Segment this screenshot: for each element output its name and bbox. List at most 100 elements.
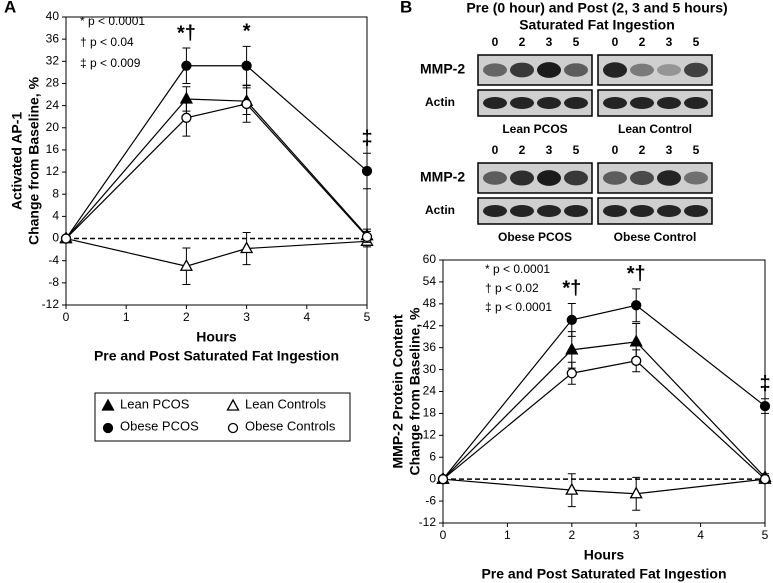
blot-band (657, 205, 681, 217)
blot-band (630, 97, 654, 109)
point (181, 60, 192, 71)
x-tick-label: 2 (183, 310, 190, 324)
lane-label: 3 (666, 143, 673, 157)
y-tick-label: 8 (52, 186, 59, 200)
x-tick-label: 3 (633, 528, 640, 542)
significance-label: *† (177, 22, 196, 44)
blot-band (603, 205, 627, 217)
blot-title: Saturated Fat Ingestion (519, 17, 675, 33)
row-label: MMP-2 (420, 169, 465, 185)
point (565, 342, 579, 355)
blot-band (684, 62, 708, 78)
series-line (442, 360, 766, 480)
series-line (442, 478, 766, 495)
blot-band (603, 171, 627, 185)
blot-band (564, 63, 588, 77)
y-tick-label: -12 (42, 297, 60, 311)
lane-label: 2 (519, 143, 526, 157)
y-tick-label: 6 (429, 449, 436, 463)
y-tick-label: 40 (46, 9, 60, 23)
series-line (442, 341, 766, 480)
annotation: † p < 0.04 (80, 35, 134, 49)
annotation: ‡ p < 0.009 (80, 56, 141, 70)
point (566, 368, 577, 379)
blot-band (483, 63, 507, 77)
point (60, 233, 72, 244)
y-tick-label: -8 (48, 275, 59, 289)
x-axis-label: Pre and Post Saturated Fat Ingestion (481, 566, 726, 582)
y-axis-label: Activated AP-1 (9, 112, 25, 211)
y-tick-label: 0 (429, 471, 436, 485)
blot-band (483, 171, 507, 185)
legend-marker (102, 422, 114, 434)
panel-label: A (4, 0, 16, 16)
point (631, 355, 642, 366)
group-label: Obese Control (614, 230, 697, 244)
y-tick-label: 60 (423, 252, 437, 266)
blot-band (564, 170, 588, 186)
blot-band (630, 170, 654, 186)
series-line (65, 98, 368, 239)
series-line (65, 103, 368, 239)
y-tick-label: -6 (425, 493, 436, 507)
y-tick-label: 18 (423, 406, 437, 420)
y-tick-label: 0 (52, 231, 59, 245)
y-tick-label: 30 (423, 362, 437, 376)
blot-band (537, 97, 561, 109)
significance-label: *† (627, 263, 646, 285)
blot-band (483, 97, 507, 109)
y-tick-label: 54 (423, 274, 437, 288)
lane-label: 5 (693, 143, 700, 157)
blot-band (684, 205, 708, 217)
point (240, 241, 254, 254)
y-tick-label: -4 (48, 253, 59, 267)
point (566, 314, 577, 326)
lane-label: 2 (639, 143, 646, 157)
blot-band (630, 63, 654, 77)
legend-marker (227, 422, 239, 434)
lane-label: 0 (612, 35, 619, 49)
blot-band (537, 62, 561, 78)
blot-band (684, 97, 708, 109)
blot-title: Pre (0 hour) and Post (2, 3 and 5 hours) (466, 0, 727, 16)
y-tick-label: 4 (52, 209, 59, 223)
blot-band (657, 170, 681, 186)
blot-band (657, 64, 681, 76)
y-tick-label: -12 (419, 515, 437, 529)
y-axis-label: Change from Baseline, % (407, 307, 423, 476)
lane-label: 0 (492, 143, 499, 157)
blot-band (510, 62, 534, 78)
legend-label: Lean PCOS (120, 396, 190, 411)
point (631, 300, 642, 311)
x-tick-label: 5 (762, 528, 769, 542)
annotation: * p < 0.0001 (485, 262, 550, 276)
legend-marker (101, 398, 115, 411)
lane-label: 2 (639, 35, 646, 49)
y-axis-label: Change from Baseline, % (26, 76, 42, 245)
y-tick-label: 24 (46, 98, 60, 112)
annotation: * p < 0.0001 (80, 14, 145, 28)
y-tick-label: 24 (423, 384, 437, 398)
point (437, 474, 449, 485)
blot-band (510, 205, 534, 217)
group-label: Lean PCOS (502, 122, 567, 136)
significance-label: ‡ (361, 128, 372, 150)
x-tick-label: 5 (364, 310, 371, 324)
point (179, 258, 193, 271)
blot-band (603, 62, 627, 78)
lane-label: 3 (546, 35, 553, 49)
y-axis-label: MMP-2 Protein Content (390, 314, 406, 468)
series-line (65, 237, 368, 267)
x-tick-label: 4 (303, 310, 310, 324)
point (241, 60, 252, 71)
blot-band (657, 97, 681, 109)
significance-label: * (243, 21, 251, 43)
legend-label: Lean Controls (245, 396, 326, 411)
blot-band (537, 205, 561, 217)
legend-marker (226, 398, 240, 411)
blot-band (630, 205, 654, 217)
panel-label: B (400, 0, 412, 16)
lane-label: 5 (573, 35, 580, 49)
y-tick-label: 12 (423, 428, 437, 442)
lane-label: 5 (693, 35, 700, 49)
